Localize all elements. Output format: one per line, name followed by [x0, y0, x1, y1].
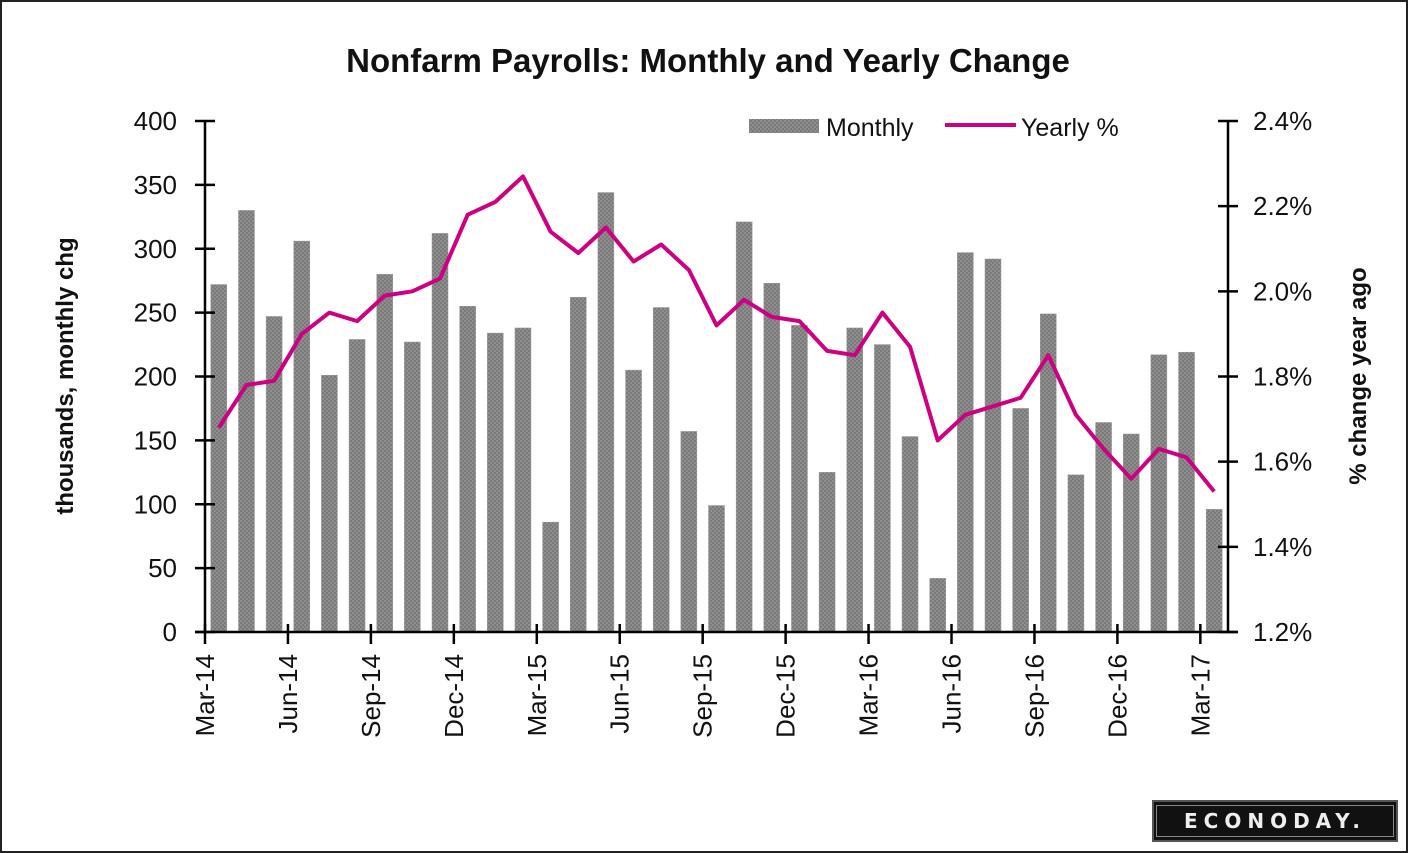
bar-monthly-Oct-15 — [735, 221, 753, 633]
x-tick-label: Dec-14 — [439, 654, 469, 738]
x-tick-label: Jun-15 — [605, 654, 635, 734]
bar-monthly-Jan-15 — [487, 332, 504, 633]
legend-yearly-label: Yearly % — [1021, 114, 1119, 142]
bar-monthly-May-15 — [597, 192, 615, 633]
bar-monthly-Jun-16 — [957, 252, 974, 633]
x-tick-label: Sep-16 — [1019, 654, 1049, 738]
bar-monthly-Jul-14 — [321, 374, 338, 633]
chart-title: Nonfarm Payrolls: Monthly and Yearly Cha… — [346, 42, 1070, 79]
y-right-tick-label: 1.8% — [1253, 362, 1312, 392]
legend: Monthly Yearly % — [749, 114, 1119, 142]
bar-monthly-May-14 — [265, 316, 283, 633]
legend-monthly-label: Monthly — [826, 114, 914, 142]
bar-monthly-Apr-15 — [570, 297, 587, 633]
x-tick-label: Mar-17 — [1185, 654, 1215, 736]
x-tick-label: Dec-16 — [1102, 654, 1132, 738]
y-left-tick-label: 150 — [134, 425, 177, 455]
y-left-tick-label: 350 — [134, 170, 177, 200]
y-left-tick-label: 0 — [163, 617, 177, 647]
bar-monthly-Mar-16 — [874, 344, 891, 633]
y-right-tick-label: 1.4% — [1253, 532, 1312, 562]
bar-monthly-Sep-15 — [708, 505, 725, 633]
line-yearly-pct — [217, 174, 1216, 493]
econoday-logo: ECONODAY. — [1152, 800, 1398, 842]
bar-monthly-Oct-14 — [404, 341, 421, 633]
bar-monthly-Jun-15 — [625, 369, 642, 633]
y-left-tick-label: 50 — [148, 553, 177, 583]
x-tick-label: Sep-15 — [688, 654, 718, 738]
y-left-tick-label: 400 — [134, 106, 177, 136]
bar-monthly-Apr-14 — [238, 210, 255, 633]
bar-monthly-Jul-15 — [652, 307, 670, 633]
bar-monthly-Jan-17 — [1150, 354, 1168, 633]
bar-monthly-Feb-16 — [846, 327, 863, 633]
y-right-tick-label: 2.0% — [1253, 276, 1312, 306]
bar-monthly-May-16 — [929, 578, 946, 633]
y-left-tick-label: 250 — [134, 298, 177, 328]
bar-monthly-Jul-16 — [984, 258, 1002, 633]
y-axis-left-label: thousands, monthly chg — [52, 237, 79, 514]
bar-monthly-Aug-16 — [1012, 408, 1029, 633]
bar-monthly-Apr-16 — [901, 436, 919, 633]
bar-monthly-Aug-15 — [680, 431, 698, 633]
y-right-tick-label: 2.4% — [1253, 106, 1312, 136]
x-tick-label: Mar-15 — [522, 654, 552, 736]
x-tick-label: Sep-14 — [356, 654, 386, 738]
bar-monthly-Aug-14 — [348, 339, 366, 633]
bar-monthly-Mar-17 — [1205, 509, 1223, 633]
y-right-tick-label: 1.6% — [1253, 447, 1312, 477]
bar-monthly-Nov-14 — [431, 233, 449, 633]
bar-monthly-Feb-15 — [514, 327, 532, 633]
bar-monthly-Dec-14 — [459, 305, 476, 633]
bar-monthly-Mar-14 — [210, 284, 228, 633]
x-tick-label: Jun-16 — [937, 654, 967, 734]
x-tick-label: Jun-14 — [273, 654, 303, 734]
bar-monthly-Jan-16 — [818, 472, 836, 633]
x-tick-label: Dec-15 — [771, 654, 801, 738]
bar-monthly-Jun-14 — [293, 240, 311, 633]
x-tick-label: Mar-14 — [190, 654, 220, 736]
bar-monthly-Dec-16 — [1122, 433, 1140, 633]
bar-monthly-Sep-14 — [376, 274, 393, 633]
y-left-tick-label: 200 — [134, 362, 177, 392]
x-tick-label: Mar-16 — [854, 654, 884, 736]
logo-text: ECONODAY. — [1156, 805, 1394, 837]
bar-monthly-Nov-15 — [763, 282, 781, 633]
bar-monthly-Feb-17 — [1178, 351, 1195, 633]
bar-monthly-Oct-16 — [1067, 474, 1085, 633]
bar-monthly-Mar-15 — [542, 521, 559, 633]
bar-monthly-Dec-15 — [791, 325, 808, 633]
y-left-tick-label: 300 — [134, 234, 177, 264]
y-right-tick-label: 2.2% — [1253, 191, 1312, 221]
y-right-tick-label: 1.2% — [1253, 617, 1312, 647]
y-axis-right-label: % change year ago — [1345, 267, 1372, 484]
legend-monthly-swatch — [749, 119, 819, 133]
y-left-tick-label: 100 — [134, 489, 177, 519]
